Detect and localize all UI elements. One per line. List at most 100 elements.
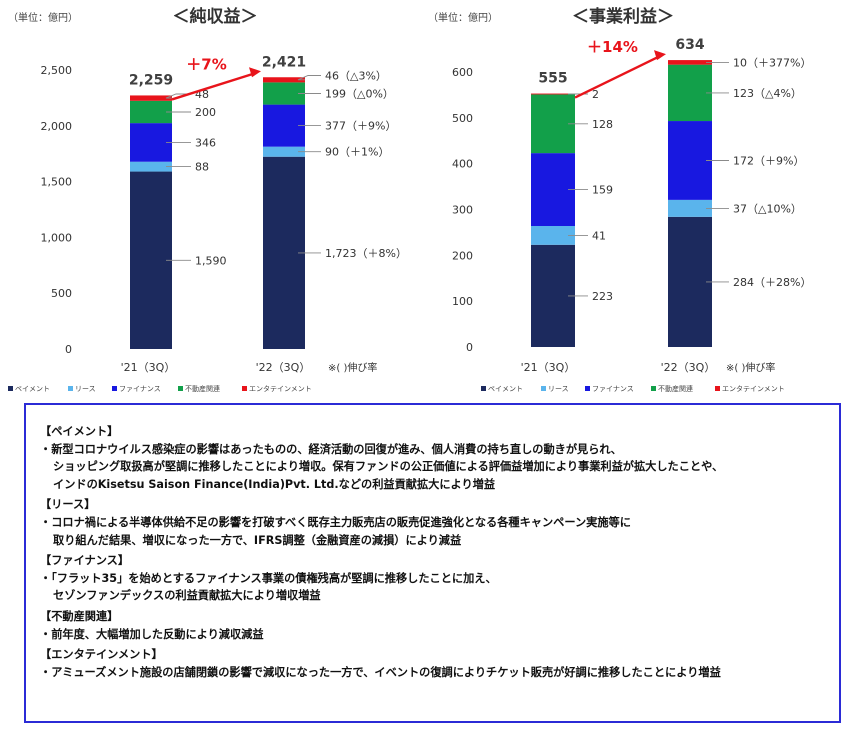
segment-label: 200 [195,106,216,119]
segment-label: 1,723（＋8%） [325,247,407,260]
bar-segment [263,77,305,83]
bar-segment [668,60,712,65]
section-line: ・コロナ禍による半導体供給不足の影響を打破すべく既存主力販売店の販売促進強化とな… [40,515,631,529]
growth-footnote: ※( )伸び率 [726,361,775,374]
bar-segment [130,161,172,172]
y-tick-label: 0 [65,343,72,356]
segment-label: 90（＋1%） [325,146,389,159]
total-label: 555 [538,71,567,87]
legend-label: リース [75,385,96,393]
chart-title: ＜純収益＞ [173,6,258,27]
segment-label: 346 [195,136,216,149]
section-line: ショッピング取扱高が堅調に推移したことにより増収。保有ファンドの公正価値による評… [53,460,724,474]
legend-swatch [715,386,720,391]
y-tick-label: 2,000 [41,120,73,133]
chart-title: ＜事業利益＞ [572,6,674,27]
segment-label: 37（△10%） [733,202,802,215]
unit-label: （単位：億円） [8,11,78,24]
leader-line [165,93,191,99]
y-tick-label: 2,500 [41,64,73,77]
segment-label: 223 [592,290,613,303]
segment-label: 172（＋9%） [733,154,804,167]
y-tick-label: 200 [452,249,473,262]
legend-label: 不動産関連 [658,384,693,393]
legend-swatch [481,386,486,391]
bar-segment [531,94,575,154]
bar-segment [531,93,575,95]
section-line: ・アミューズメント施設の店舗閉鎖の影響で減収になった一方で、イベントの復調により… [40,665,721,679]
commentary-section: 【リース】・コロナ禍による半導体供給不足の影響を打破すべく既存主力販売店の販売促… [40,496,829,549]
legend-swatch [8,386,13,391]
section-line: 取り組んだ結果、増収になった一方で、IFRS調整（金融資産の減損）により減益 [53,533,462,547]
legend-label: エンタテインメント [722,384,785,393]
segment-label: 199（△0%） [325,87,394,100]
commentary-section: 【ファイナンス】・「フラット35」を始めとするファイナンス事業の債権残高が堅調に… [40,552,829,605]
commentary-section: 【エンタテインメント】・アミューズメント施設の店舗閉鎖の影響で減収になった一方で… [40,646,829,681]
commentary-section: 【不動産関連】・前年度、大幅増加した反動により減収減益 [40,608,829,643]
segment-label: 128 [592,118,613,131]
section-line: ・「フラット35」を始めとするファイナンス事業の債権残高が堅調に推移したことに加… [40,571,497,585]
total-label: 2,259 [129,72,173,88]
section-line: ・新型コロナウイルス感染症の影響はあったものの、経済活動の回復が進み、個人消費の… [40,442,622,456]
legend-swatch [585,386,590,391]
legend-swatch [68,386,73,391]
y-tick-label: 1,500 [41,176,73,189]
commentary-section: 【ペイメント】・新型コロナウイルス感染症の影響はあったものの、経済活動の回復が進… [40,423,829,493]
y-tick-label: 1,000 [41,231,73,244]
legend-label: ファイナンス [119,385,161,393]
section-heading: 【リース】 [40,498,96,512]
growth-footnote: ※( )伸び率 [328,361,377,374]
section-line: ・前年度、大幅増加した反動により減収減益 [40,627,264,641]
growth-label: ＋14% [587,38,638,56]
section-line: インドのKisetsu Saison Finance(India)Pvt. Lt… [53,477,496,491]
total-label: 634 [675,37,704,53]
legend-swatch [242,386,247,391]
segment-label: 2 [592,88,599,101]
legend-label: エンタテインメント [249,384,312,393]
legend-label: ファイナンス [592,385,634,393]
y-tick-label: 300 [452,204,473,217]
legend-label: ペイメント [15,385,50,393]
legend-label: ペイメント [488,385,523,393]
y-tick-label: 400 [452,158,473,171]
bar-segment [668,121,712,200]
growth-label: ＋7% [186,55,226,73]
legend-label: リース [548,385,569,393]
bar-segment [263,146,305,157]
bar-segment [130,123,172,162]
segment-label: 41 [592,229,606,242]
y-tick-label: 500 [51,287,72,300]
category-label: '21（3Q） [121,361,176,374]
bar-segment [531,153,575,226]
bar-segment [668,199,712,217]
segment-label: 46（△3%） [325,69,387,82]
category-label: '22（3Q） [256,361,311,374]
y-tick-label: 0 [466,341,473,354]
unit-label: （単位：億円） [428,11,498,24]
bar-segment [668,64,712,122]
y-tick-label: 100 [452,295,473,308]
commentary-box: 【ペイメント】・新型コロナウイルス感染症の影響はあったものの、経済活動の回復が進… [24,403,841,723]
leader-line [297,75,321,81]
section-heading: 【不動産関連】 [40,609,119,623]
segment-label: 88 [195,161,209,174]
section-heading: 【エンタテインメント】 [40,648,163,662]
total-label: 2,421 [262,54,306,70]
y-tick-label: 600 [452,66,473,79]
segment-label: 10（＋377%） [733,56,811,69]
legend-swatch [178,386,183,391]
section-heading: 【ペイメント】 [40,425,119,438]
segment-label: 123（△4%） [733,87,802,100]
segment-label: 1,590 [195,254,227,267]
legend-swatch [651,386,656,391]
bar-segment [531,226,575,245]
legend-swatch [541,386,546,391]
bar-segment [130,171,172,349]
growth-arrowhead [654,50,666,61]
legend-swatch [112,386,117,391]
bar-segment [130,95,172,101]
section-heading: 【ファイナンス】 [40,554,130,568]
category-label: '21（3Q） [521,361,576,374]
bar-segment [263,82,305,105]
y-tick-label: 500 [452,112,473,125]
